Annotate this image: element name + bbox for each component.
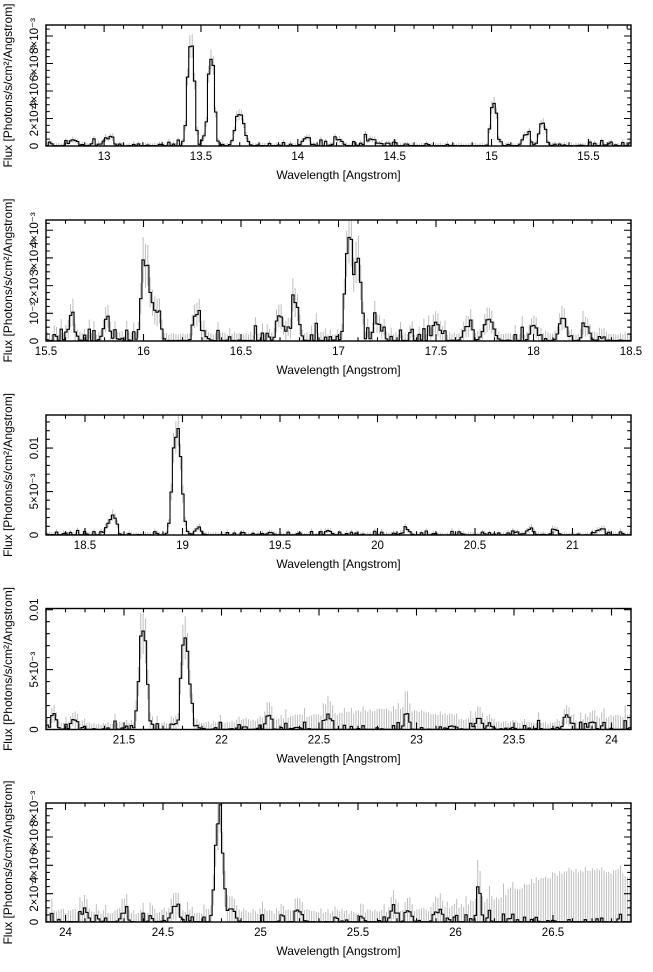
x-tick-label: 18	[527, 346, 540, 358]
x-axis-label: Wavelength [Angstrom]	[276, 168, 400, 182]
y-tick-label: 5×10⁻³	[29, 652, 41, 688]
y-tick-label: 0	[29, 726, 41, 732]
panel-2: 15.5 16 16.5 17 17.5 18 18.5 0 10⁻³2×10⁻³3×10⁻³4…	[1, 198, 642, 377]
y-tick-label: 0	[29, 143, 41, 149]
x-axis-label: Wavelength [Angstrom]	[276, 752, 400, 766]
y-tick-label: 0	[29, 532, 41, 538]
x-tick-label: 25.5	[347, 927, 369, 939]
axis-ticks	[45, 415, 632, 536]
x-tick-label: 26	[449, 927, 462, 939]
y-tick-label: 8×10⁻³	[29, 18, 41, 54]
x-tick-label: 16	[137, 346, 150, 358]
y-tick-label: 5×10⁻³	[29, 473, 41, 509]
y-tick-label: 0.01	[29, 599, 41, 621]
plot-frame	[45, 24, 632, 147]
spectrum-histogram	[46, 45, 631, 147]
error-bars	[46, 34, 631, 146]
spectrum-histogram	[46, 630, 631, 731]
x-tick-label: 20.5	[464, 540, 486, 552]
x-tick-label: 24	[59, 927, 72, 939]
panel-3: 18.5 19 19.5 20 20.5 21 0 5×10⁻³ 0.01 Wavelength …	[1, 393, 632, 571]
panel-1: 13 13.5 14 14.5 15 15.5 0 2×10⁻³4×10⁻³6×10⁻³8×1…	[1, 3, 632, 182]
x-tick-label: 19.5	[269, 540, 291, 552]
y-tick-label: 6×10⁻³	[29, 45, 41, 81]
y-axis-label: Flux [Photons/s/cm²/Angstrom]	[1, 780, 15, 944]
y-tick-label: 0	[29, 919, 41, 925]
axis-ticks	[45, 220, 632, 342]
axis-ticks	[45, 608, 632, 731]
y-tick-label: 4×10⁻³	[29, 73, 41, 109]
y-tick-label: 6×10⁻³	[29, 819, 41, 855]
spectrum-histogram	[46, 427, 631, 536]
x-axis-label: Wavelength [Angstrom]	[276, 363, 400, 377]
y-axis-label: Flux [Photons/s/cm²/Angstrom]	[1, 587, 15, 751]
y-tick-label: 10⁻³	[29, 302, 41, 325]
x-tick-label: 24.5	[152, 927, 174, 939]
x-tick-label: 13.5	[190, 151, 212, 163]
x-tick-label: 23	[410, 735, 423, 747]
x-tick-label: 18.5	[620, 346, 642, 358]
x-tick-label: 24	[605, 735, 618, 747]
x-tick-label: 22	[215, 735, 228, 747]
x-tick-label: 26.5	[542, 927, 564, 939]
x-tick-label: 15	[485, 151, 498, 163]
y-tick-label: 2×10⁻³	[29, 876, 41, 912]
x-tick-label: 15.5	[577, 151, 599, 163]
x-tick-label: 25	[254, 927, 267, 939]
x-axis-label: Wavelength [Angstrom]	[276, 557, 400, 571]
x-tick-label: 21.5	[113, 735, 135, 747]
y-axis-label: Flux [Photons/s/cm²/Angstrom]	[1, 198, 15, 362]
x-tick-label: 16.5	[230, 346, 252, 358]
error-bars	[46, 415, 631, 535]
x-tick-label: 18.5	[74, 540, 96, 552]
x-tick-label: 20	[371, 540, 384, 552]
panel-4: 21.5 22 22.5 23 23.5 24 0 5×10⁻³ 0.01 Wavelength …	[1, 587, 632, 766]
plot-frame	[45, 414, 632, 536]
y-tick-label: 2×10⁻³	[29, 268, 41, 304]
y-tick-label: 0.01	[29, 437, 41, 459]
x-tick-label: 14.5	[384, 151, 406, 163]
y-tick-label: 0	[29, 338, 41, 344]
x-tick-label: 17.5	[425, 346, 447, 358]
x-tick-label: 21	[566, 540, 579, 552]
x-tick-label: 23.5	[503, 735, 525, 747]
y-tick-label: 3×10⁻³	[29, 240, 41, 276]
axis-ticks	[45, 803, 632, 923]
x-tick-label: 14	[291, 151, 304, 163]
x-tick-label: 15.5	[35, 346, 57, 358]
x-tick-label: 17	[332, 346, 345, 358]
y-axis-label: Flux [Photons/s/cm²/Angstrom]	[1, 3, 15, 167]
x-axis-label: Wavelength [Angstrom]	[276, 944, 400, 958]
axis-ticks	[45, 25, 631, 147]
y-tick-label: 8×10⁻³	[29, 791, 41, 827]
error-bars	[46, 803, 631, 922]
x-tick-label: 19	[176, 540, 189, 552]
error-bars	[46, 220, 631, 341]
y-axis-label: Flux [Photons/s/cm²/Angstrom]	[1, 393, 15, 557]
x-tick-label: 22.5	[308, 735, 330, 747]
x-tick-label: 13	[98, 151, 111, 163]
panel-5: 24 24.5 25 25.5 26 26.5 0 2×10⁻³4×10⁻³6×10⁻³8×1…	[1, 780, 632, 958]
y-tick-label: 2×10⁻³	[29, 100, 41, 136]
y-tick-label: 4×10⁻³	[29, 847, 41, 883]
plot-frame	[45, 607, 632, 731]
y-tick-label: 4×10⁻³	[29, 212, 41, 248]
